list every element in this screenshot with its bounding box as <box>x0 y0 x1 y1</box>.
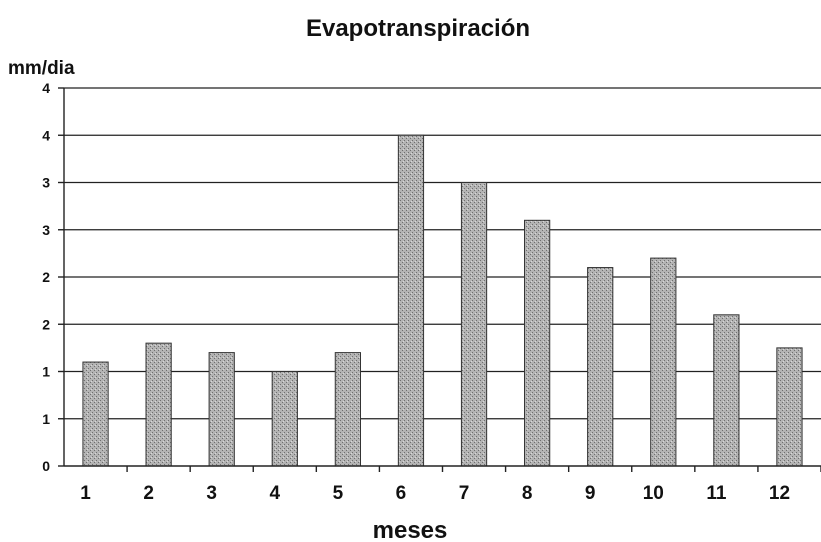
x-tick-label: 1 <box>80 483 91 504</box>
y-tick-label: 4 <box>42 80 50 96</box>
y-tick-label: 0 <box>42 458 50 474</box>
bar <box>713 314 740 467</box>
y-tick-label: 2 <box>42 316 50 332</box>
x-tick-label: 10 <box>643 483 664 504</box>
x-tick-labels: 1 2 3 4 5 6 7 8 9 10 11 12 <box>80 483 790 504</box>
bar <box>650 257 677 467</box>
y-tick-labels: 0 1 1 2 2 3 3 4 4 <box>42 80 50 474</box>
bar <box>397 134 425 467</box>
bar <box>776 347 803 467</box>
y-tick-label: 3 <box>42 222 50 238</box>
y-tick-label: 2 <box>42 269 50 285</box>
bar <box>145 342 172 467</box>
y-tick-label: 4 <box>42 127 50 143</box>
chart-title: Evapotranspiración <box>306 15 530 42</box>
bar <box>587 267 614 467</box>
x-tick-label: 6 <box>396 483 407 504</box>
y-tick-label: 1 <box>42 411 50 427</box>
x-tick-label: 11 <box>706 483 727 504</box>
x-tick-label: 3 <box>206 483 217 504</box>
y-tick-label: 1 <box>42 364 50 380</box>
y-axis-label: mm/dia <box>8 58 75 79</box>
bar <box>271 371 298 467</box>
axes <box>63 88 821 467</box>
y-tick-label: 3 <box>42 175 50 191</box>
x-axis-label: meses <box>373 517 448 542</box>
x-tick-label: 9 <box>585 483 596 504</box>
x-tick-label: 12 <box>769 483 790 504</box>
bar <box>460 182 488 467</box>
bar <box>524 219 551 467</box>
x-tick-label: 5 <box>333 483 344 504</box>
x-tick-label: 4 <box>270 483 281 504</box>
bar <box>208 352 235 467</box>
bar <box>82 361 109 467</box>
x-tick-label: 7 <box>459 483 470 504</box>
x-tick-label: 8 <box>522 483 533 504</box>
bar <box>334 352 361 467</box>
x-tick-label: 2 <box>143 483 154 504</box>
gridlines <box>58 87 821 467</box>
bars <box>82 134 821 472</box>
